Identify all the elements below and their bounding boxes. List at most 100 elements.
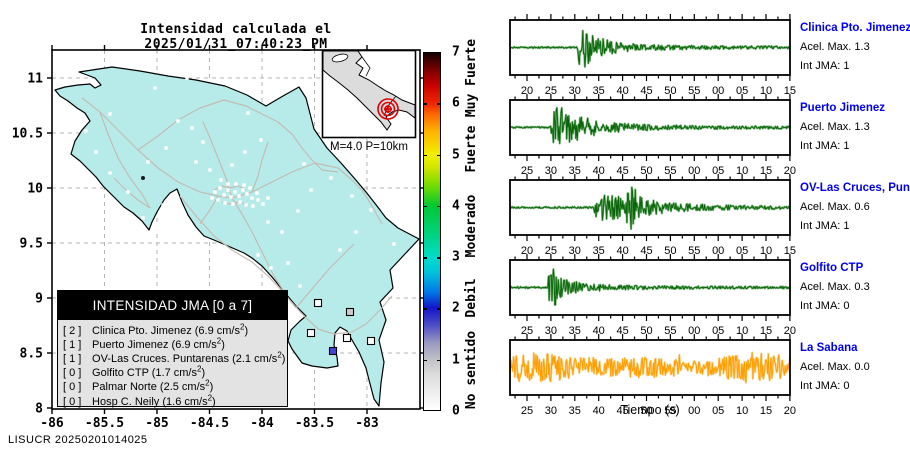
seismogram-tick-label: 15 [760, 165, 772, 177]
seismogram-tick-label: 10 [760, 245, 772, 257]
seismogram-tick-label: 25 [521, 165, 533, 177]
seismogram-ticks [514, 94, 791, 161]
seismogram-tick-label: 20 [521, 245, 533, 257]
seismogram-tick-label: 50 [640, 405, 652, 417]
seismogram-ticks [514, 14, 791, 81]
seismogram-tick-label: 45 [640, 85, 652, 97]
seismogram-tick-label: 35 [593, 245, 605, 257]
seismogram-tick-label: 20 [784, 405, 796, 417]
colorbar-number: 7 [452, 44, 460, 60]
seismogram-tick-label: 15 [784, 245, 796, 257]
seismogram-tick-label: 40 [616, 245, 628, 257]
intensity-legend-box: INTENSIDAD JMA [0 a 7] [ 2 ] Clinica Pto… [57, 290, 288, 408]
map-axis-ticks [47, 45, 425, 414]
legend-entry-station: OV-Las Cruces. Puntarenas (2.1 cm/s2) [89, 350, 286, 366]
map-y-tick-label: 10.5 [12, 127, 43, 142]
seismogram-tick-label: 35 [593, 85, 605, 97]
seismogram-tick-label: 00 [688, 165, 700, 177]
colorbar-scale-label: Muy Fuerte [464, 38, 479, 117]
seismogram-panel: 25 30 35 40 45 50 55 00 05 10 15 20 [508, 334, 796, 417]
legend-entry-station: Palmar Norte (2.5 cm/s2) [89, 378, 214, 394]
footer-id-text: LISUCR 20250201014025 [8, 434, 148, 446]
inset-lake [331, 53, 349, 63]
waveform-trace [509, 107, 791, 144]
region-inset-map [321, 49, 417, 139]
map-y-tick-label: 8.5 [20, 347, 43, 362]
seismogram-tick-label: 05 [736, 85, 748, 97]
seismic-station-dots [84, 76, 396, 302]
seismogram-tick-label: 30 [545, 325, 557, 337]
legend-entry-station: Clinica Pto. Jimenez (6.9 cm/s2) [89, 322, 249, 337]
seismogram-tick-label: 25 [545, 245, 557, 257]
colorbar-scale-label: Moderado [464, 195, 479, 258]
station-jma-intensity: Int JMA: 1 [800, 140, 850, 152]
station-info-block: Clinica Pto. Jimenez Acel. Max. 1.3 Int JM… [800, 22, 910, 72]
colorbar-tick [423, 205, 427, 208]
station-name: Clinica Pto. Jimenez [800, 22, 910, 34]
legend-entry-station: Golfito CTP (1.7 cm/s2) [89, 364, 206, 380]
seismogram-tick-label: 00 [688, 325, 700, 337]
seismogram-tick-label: 10 [736, 405, 748, 417]
colorbar-tick [423, 103, 427, 105]
seismogram-tick-label: 00 [688, 405, 700, 417]
colorbar-tick [437, 308, 441, 310]
seismogram-tick-label: 55 [664, 165, 676, 177]
costa-rica-landmass [54, 66, 420, 407]
waveform-trace-light [509, 29, 791, 68]
seismogram-panel: 25 30 35 40 45 50 55 00 05 10 15 20 [509, 94, 796, 177]
event-magnitude-depth-label: M=4.0 P=10km [330, 141, 408, 153]
waveform-trace [509, 268, 791, 306]
station-max-acceleration: Acel. Max. 1.3 [800, 121, 870, 133]
colorbar-number: 3 [452, 249, 460, 265]
time-axis-label: Tiempo (s) [620, 403, 680, 417]
waveform-trace [509, 186, 791, 230]
seismogram-tick-label: 40 [593, 165, 605, 177]
station-info-block: OV-Las Cruces, Puntar Acel. Max. 0.6 Int J… [800, 182, 910, 232]
seismogram-panel: 25 30 35 40 45 50 55 00 05 10 15 20 [509, 254, 796, 337]
map-y-tick-label: 8 [35, 402, 43, 417]
seismogram-tick-label: 05 [712, 165, 724, 177]
seismogram-ticks [514, 254, 791, 321]
seismogram-tick-label: 20 [784, 165, 796, 177]
seismogram-tick-label: 20 [521, 85, 533, 97]
seismogram-frame [509, 179, 791, 236]
colorbar-tick [423, 359, 427, 362]
map-frame [51, 49, 421, 410]
inset-landmass [322, 50, 416, 131]
station-max-acceleration: Acel. Max. 0.0 [800, 361, 870, 373]
seismogram-tick-label: 25 [521, 325, 533, 337]
map-y-tick-label: 9.5 [20, 237, 43, 252]
seismogram-tick-label: 55 [688, 85, 700, 97]
legend-entry-intensity: [ 0 ] [63, 395, 82, 408]
seismogram-tick-label: 45 [640, 245, 652, 257]
inset-border-nicaragua [361, 56, 371, 77]
seismogram-tick-label: 15 [760, 405, 772, 417]
legend-entry: [ 1 ] OV-Las Cruces. Puntarenas (2.1 cm/… [58, 348, 287, 366]
colorbar-number: 4 [452, 198, 460, 214]
seismogram-tick-label: 35 [569, 325, 581, 337]
figure-title: Intensidad calculada el 2025/01/31_07:40… [140, 22, 332, 52]
colorbar-tick [423, 308, 427, 310]
colorbar-tick [423, 257, 427, 259]
seismogram-frame [509, 259, 791, 316]
seismogram-tick-label: 55 [664, 405, 676, 417]
seismogram-tick-label: 30 [545, 165, 557, 177]
seismogram-ticks [514, 174, 791, 241]
seismogram-tick-label: 00 [712, 245, 724, 257]
seismogram-tick-label: 50 [640, 165, 652, 177]
station-jma-intensity: Int JMA: 1 [800, 60, 850, 72]
legend-entry: [ 0 ] Palmar Norte (2.5 cm/s2) [58, 377, 287, 394]
map-y-tick-label: 9 [35, 292, 43, 307]
intensity-legend-title: INTENSIDAD JMA [0 a 7] [58, 291, 287, 320]
station-jma-intensity: Int JMA: 0 [800, 380, 850, 392]
waveform-trace [510, 30, 791, 68]
waveform-trace-light [509, 106, 792, 145]
seismogram-tick-label: 25 [521, 405, 533, 417]
legend-entry-intensity: [ 2 ] [63, 324, 82, 337]
seismogram-tick-label: 30 [545, 405, 557, 417]
colorbar-tick [423, 154, 427, 156]
map-x-tick-label: -84.5 [190, 416, 229, 431]
station-info-block: Puerto Jimenez Acel. Max. 1.3 Int JMA: 1 [800, 102, 910, 152]
map-x-tick-label: -83.5 [295, 416, 334, 431]
